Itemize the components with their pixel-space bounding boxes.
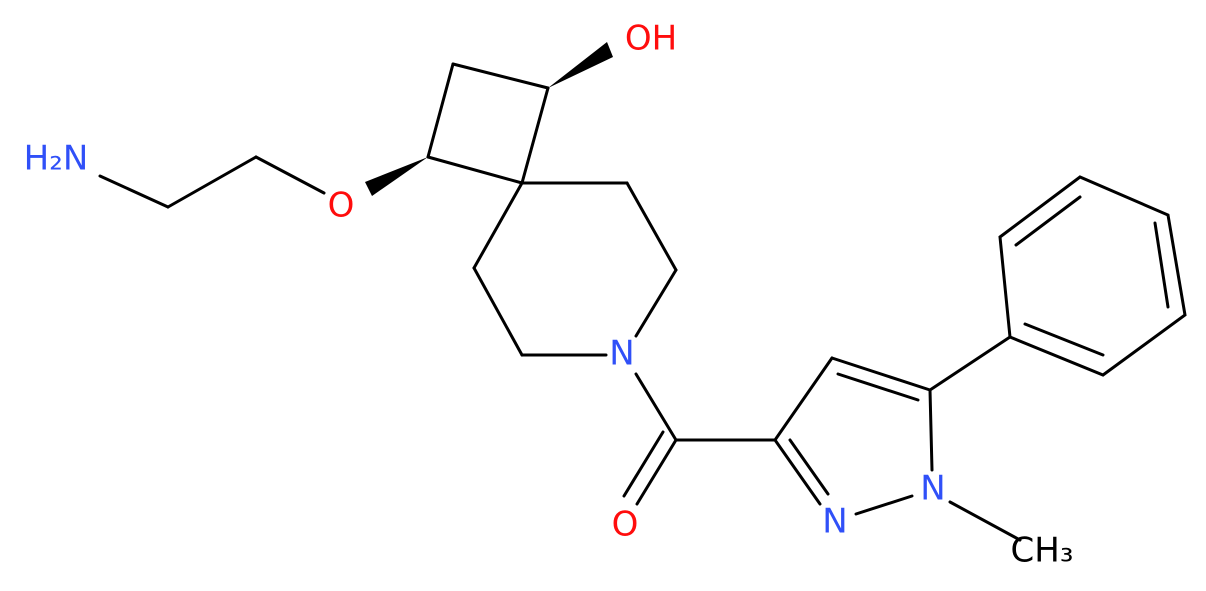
bond: [773, 356, 834, 442]
bond: [928, 335, 1012, 392]
bond: [426, 62, 455, 159]
bond: [1023, 322, 1105, 357]
bond: [426, 155, 524, 185]
atom-label: O: [612, 505, 639, 545]
bonds: [98, 42, 1187, 542]
bond: [788, 438, 830, 496]
bond: [166, 155, 258, 209]
bond: [634, 268, 678, 338]
bond: [948, 500, 1022, 542]
atom-labels: H₂N O OH N O N N CH₃: [24, 19, 1074, 571]
atom-label: N: [920, 469, 945, 509]
bond: [472, 266, 524, 357]
atom-label: OH: [625, 19, 677, 59]
bond: [98, 174, 170, 209]
bond: [836, 372, 920, 402]
bond: [472, 181, 524, 270]
atom-label: O: [328, 186, 355, 226]
bond: [1153, 221, 1170, 309]
bond: [635, 438, 678, 506]
wedge-bond: [548, 42, 613, 88]
bond: [854, 494, 914, 516]
wedge-bond: [365, 157, 428, 196]
atom-label: H₂N: [24, 139, 89, 179]
atom-label: N: [609, 334, 634, 374]
bond: [622, 430, 665, 498]
bond: [830, 356, 932, 392]
bond: [1014, 195, 1082, 247]
bond: [625, 181, 678, 272]
bond: [520, 86, 550, 185]
ring: [998, 175, 1187, 377]
bond: [634, 372, 678, 442]
bond: [254, 155, 326, 195]
atom-label: CH₃: [1011, 531, 1074, 571]
atom-label: N: [822, 502, 847, 542]
bond: [451, 62, 550, 90]
bond: [773, 438, 822, 506]
bond: [928, 388, 934, 472]
